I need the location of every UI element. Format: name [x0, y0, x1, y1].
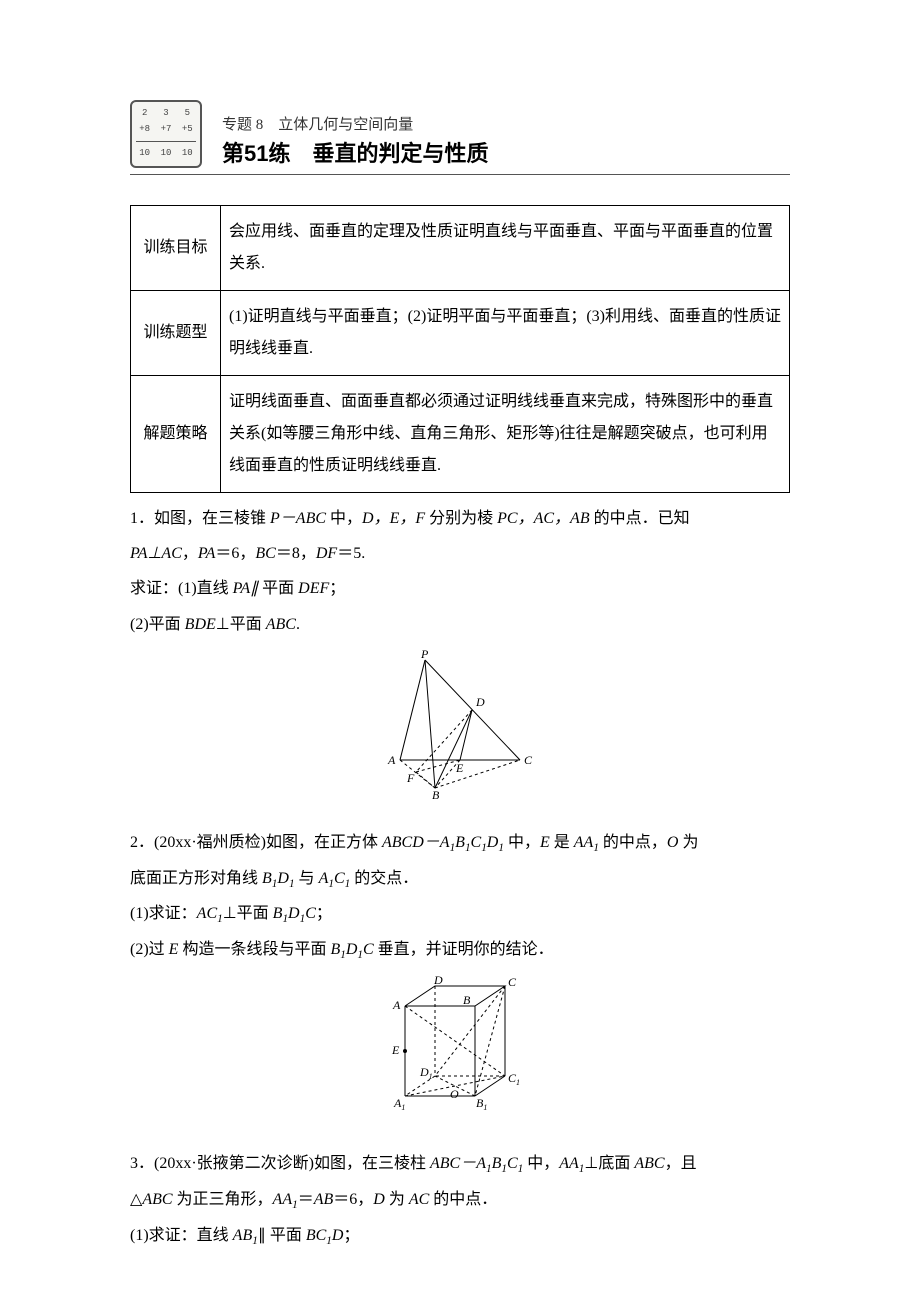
table-row: 训练目标 会应用线、面垂直的定理及性质证明直线与平面垂直、平面与平面垂直的位置关…: [131, 206, 790, 291]
divider: [130, 174, 790, 175]
svg-text:A: A: [392, 998, 401, 1012]
text: 是: [550, 834, 574, 851]
svg-text:P: P: [420, 650, 429, 661]
text: ⊥底面: [584, 1155, 634, 1172]
text: 为: [678, 834, 698, 851]
row-content: (1)证明直线与平面垂直；(2)证明平面与平面垂直；(3)利用线、面垂直的性质证…: [221, 291, 790, 376]
text: 1．如图，在三棱锥: [130, 510, 270, 527]
row-content: 会应用线、面垂直的定理及性质证明直线与平面垂直、平面与平面垂直的位置关系.: [221, 206, 790, 291]
row-label: 训练目标: [131, 206, 221, 291]
text: 为正三角形，: [173, 1191, 273, 1208]
text: ，且: [665, 1155, 697, 1172]
table-row: 训练题型 (1)证明直线与平面垂直；(2)证明平面与平面垂直；(3)利用线、面垂…: [131, 291, 790, 376]
text: 中，: [504, 834, 540, 851]
text: ＝6，: [215, 545, 255, 562]
svg-text:B: B: [463, 993, 471, 1007]
text: ，: [182, 545, 198, 562]
math: E: [540, 834, 550, 851]
text: ⊥平面: [216, 616, 266, 633]
text: 求证：(1)直线: [130, 580, 233, 597]
svg-text:A: A: [387, 753, 396, 767]
info-table: 训练目标 会应用线、面垂直的定理及性质证明直线与平面垂直、平面与平面垂直的位置关…: [130, 205, 790, 493]
math: D: [373, 1191, 385, 1208]
svg-text:B: B: [432, 788, 440, 800]
svg-text:C: C: [524, 753, 533, 767]
svg-text:D: D: [433, 976, 443, 987]
svg-text:O: O: [450, 1087, 459, 1101]
figure-1: P A B C D E F: [130, 650, 790, 805]
text: 垂直，并证明你的结论．: [374, 941, 554, 958]
math: ABC: [266, 616, 296, 633]
text: 为: [385, 1191, 409, 1208]
topic-label: 专题 8 立体几何与空间向量: [222, 113, 790, 134]
text: ∥: [258, 1227, 266, 1244]
text: 构造一条线段与平面: [178, 941, 330, 958]
text: .: [296, 616, 300, 633]
math: ABC: [634, 1155, 664, 1172]
text: ＝: [298, 1191, 314, 1208]
text: ＝5.: [337, 545, 365, 562]
svg-text:D: D: [475, 695, 485, 709]
math: E: [169, 941, 179, 958]
math: BDE: [185, 616, 216, 633]
svg-text:B1: B1: [476, 1096, 487, 1112]
math: PA⊥AC: [130, 545, 182, 562]
math: PA: [198, 545, 215, 562]
math: AB: [314, 1191, 334, 1208]
math: O: [667, 834, 679, 851]
math: PC，AC，AB: [497, 510, 589, 527]
text: 分别为棱: [425, 510, 497, 527]
svg-text:E: E: [391, 1043, 400, 1057]
text: 2．(20xx·福州质检)如图，在正方体: [130, 834, 382, 851]
stamp-icon: 235 +8+7+5 101010: [130, 100, 202, 168]
page: 235 +8+7+5 101010 专题 8 立体几何与空间向量 第51练 垂直…: [0, 0, 920, 1314]
math: D，E，F: [362, 510, 425, 527]
math: BC: [255, 545, 275, 562]
math: ABC: [142, 1191, 172, 1208]
svg-text:D1: D1: [419, 1065, 433, 1081]
text: △: [130, 1191, 142, 1208]
text: (2)过: [130, 941, 169, 958]
text: 的中点．: [429, 1191, 497, 1208]
math: AC: [409, 1191, 429, 1208]
math: P－ABC: [270, 510, 326, 527]
text: ；: [343, 1227, 359, 1244]
svg-text:F: F: [406, 771, 415, 785]
text: 中，: [326, 510, 362, 527]
text: 3．(20xx·张掖第二次诊断)如图，在三棱柱: [130, 1155, 430, 1172]
svg-text:C: C: [508, 976, 517, 989]
text: 中，: [523, 1155, 559, 1172]
text: 与: [295, 870, 319, 887]
text: ⊥平面: [223, 905, 273, 922]
text: ＝6，: [333, 1191, 373, 1208]
svg-text:E: E: [455, 761, 464, 775]
text: (1)求证：: [130, 905, 197, 922]
text: 平面: [266, 1227, 306, 1244]
question-1: 1．如图，在三棱锥 P－ABC 中，D，E，F 分别为棱 PC，AC，AB 的中…: [130, 501, 790, 642]
text: 的交点．: [350, 870, 418, 887]
row-content: 证明线面垂直、面面垂直都必须通过证明线线垂直来完成，特殊图形中的垂直关系(如等腰…: [221, 376, 790, 493]
text: (2)平面: [130, 616, 185, 633]
question-2: 2．(20xx·福州质检)如图，在正方体 ABCD－A1B1C1D1 中，E 是…: [130, 825, 790, 968]
document-header: 235 +8+7+5 101010 专题 8 立体几何与空间向量 第51练 垂直…: [130, 100, 790, 168]
text: (1)求证：直线: [130, 1227, 233, 1244]
question-3: 3．(20xx·张掖第二次诊断)如图，在三棱柱 ABC－A1B1C1 中，AA1…: [130, 1146, 790, 1253]
table-row: 解题策略 证明线面垂直、面面垂直都必须通过证明线线垂直来完成，特殊图形中的垂直关…: [131, 376, 790, 493]
svg-text:A1: A1: [393, 1096, 405, 1112]
row-label: 解题策略: [131, 376, 221, 493]
math: PA∥: [233, 580, 258, 597]
row-label: 训练题型: [131, 291, 221, 376]
math: DF: [316, 545, 337, 562]
text: ＝8，: [276, 545, 316, 562]
text: 平面: [258, 580, 298, 597]
figure-2: A B C D E A1 B1 C1 D1 O: [130, 976, 790, 1126]
text: 的中点，: [599, 834, 667, 851]
text: ；: [316, 905, 332, 922]
text: ；: [329, 580, 345, 597]
svg-text:C1: C1: [508, 1071, 520, 1087]
text: 底面正方形对角线: [130, 870, 262, 887]
lesson-title: 第51练 垂直的判定与性质: [222, 136, 790, 168]
text: 的中点．已知: [590, 510, 690, 527]
math: DEF: [298, 580, 329, 597]
